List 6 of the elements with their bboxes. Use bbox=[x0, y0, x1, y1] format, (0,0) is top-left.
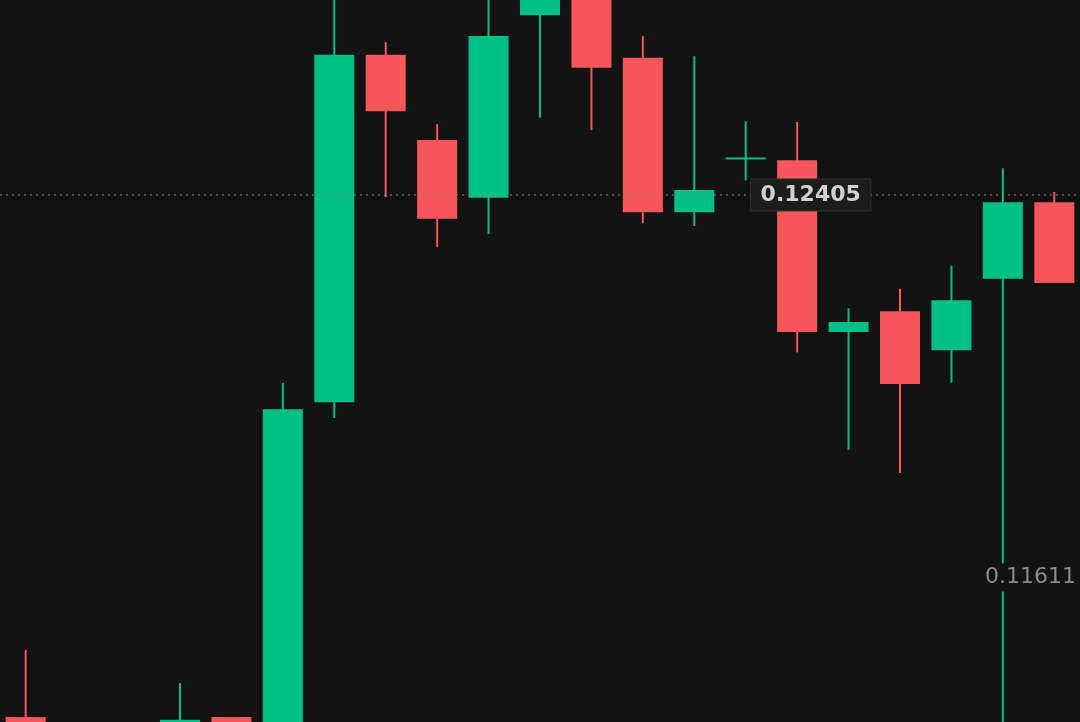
candlestick bbox=[725, 121, 766, 181]
candlestick bbox=[5, 649, 46, 722]
annotation: 0.11611 bbox=[985, 563, 1077, 589]
candlestick bbox=[828, 308, 869, 450]
candlestick bbox=[160, 683, 200, 722]
annotation: 0.12405 bbox=[760, 180, 861, 206]
